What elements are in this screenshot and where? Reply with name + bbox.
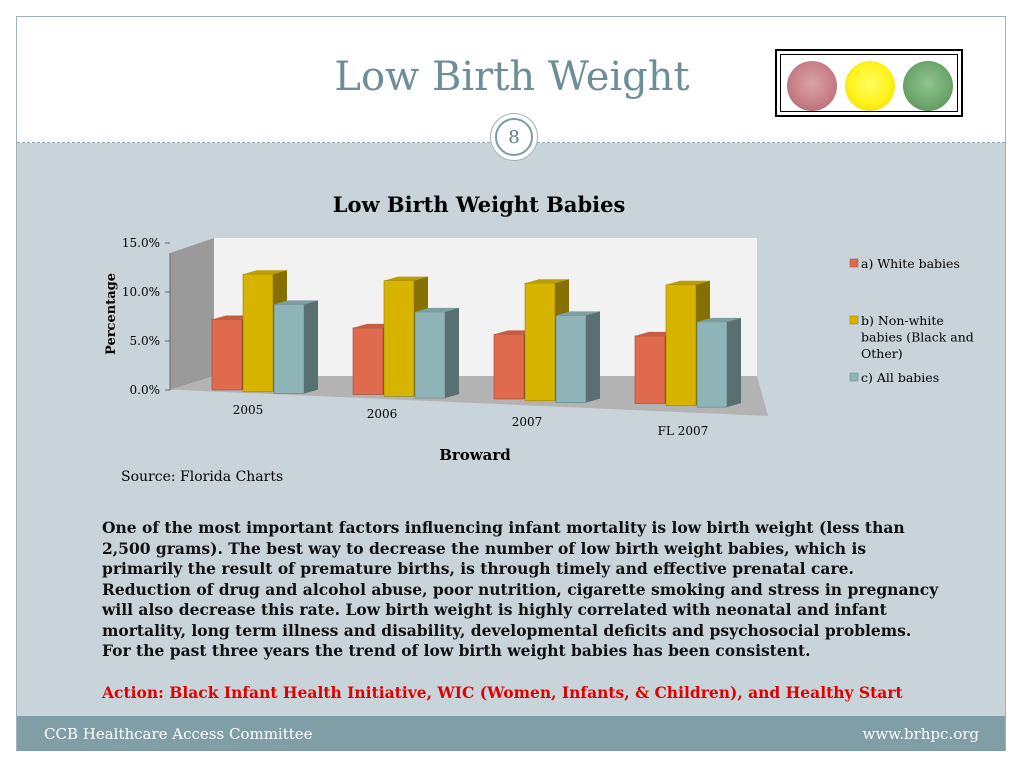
- bar: [383, 280, 415, 397]
- bar-top: [415, 307, 459, 312]
- legend-swatch: [849, 372, 859, 382]
- red-light-icon: [787, 61, 837, 111]
- bar-side: [727, 317, 741, 408]
- bar: [414, 311, 446, 399]
- footer: CCB Healthcare Access Committee www.brhp…: [17, 716, 1005, 751]
- bar: [665, 284, 697, 406]
- bar: [524, 282, 556, 402]
- chart-floor: [170, 376, 768, 416]
- y-tick-label: 0.0%: [130, 383, 161, 397]
- chart-marks: 0.0% 5.0% 10.0% 15.0% 2005 2006 2007 FL 2007 a) …: [122, 236, 974, 438]
- legend-label: b) Non-white babies (Black and Other): [861, 313, 974, 361]
- description-text: One of the most important factors influe…: [102, 518, 939, 660]
- footer-website[interactable]: www.brhpc.org: [862, 725, 979, 743]
- x-axis-label: Broward: [439, 446, 511, 464]
- bar: [352, 327, 384, 395]
- y-tick-label: 10.0%: [122, 285, 160, 299]
- x-tick-label: 2006: [367, 407, 398, 421]
- slide-number: 8: [495, 118, 533, 156]
- bar: [634, 335, 666, 404]
- traffic-light: [775, 49, 963, 117]
- slide-number-badge: 8: [490, 113, 538, 161]
- x-tick-label: 2005: [233, 403, 264, 417]
- y-axis-label: Percentage: [104, 273, 119, 355]
- bar: [555, 315, 587, 403]
- yellow-light-icon: [845, 61, 895, 111]
- bar: [211, 319, 243, 391]
- traffic-light-inner: [780, 54, 958, 112]
- bar-top: [243, 270, 287, 275]
- x-tick-label: FL 2007: [658, 424, 709, 438]
- green-light-icon: [903, 61, 953, 111]
- action-text: Action: Black Infant Health Initiative, …: [102, 683, 903, 702]
- legend-swatch: [849, 315, 859, 325]
- chart-title: Low Birth Weight Babies: [333, 192, 626, 217]
- bar-top: [274, 300, 318, 305]
- bar-side: [586, 311, 600, 403]
- bar-top: [666, 280, 710, 285]
- y-tick-label: 15.0%: [122, 236, 160, 250]
- legend-label: a) White babies: [861, 256, 960, 271]
- bar-top: [697, 317, 741, 322]
- x-tick-label: 2007: [512, 415, 543, 429]
- slide-title: Low Birth Weight: [334, 54, 690, 100]
- bar-side: [445, 307, 459, 399]
- bar: [493, 334, 525, 400]
- legend-label: c) All babies: [861, 370, 939, 385]
- legend-swatch: [849, 258, 859, 268]
- bar-side: [304, 300, 318, 394]
- bar: [696, 321, 728, 408]
- footer-committee: CCB Healthcare Access Committee: [44, 725, 313, 743]
- y-tick-label: 5.0%: [130, 334, 161, 348]
- bar-top: [556, 311, 600, 316]
- bar: [242, 273, 274, 393]
- chart-source: Source: Florida Charts: [121, 469, 283, 485]
- chart-side-wall: [170, 238, 214, 390]
- bar: [273, 304, 305, 394]
- bar-top: [525, 279, 569, 284]
- bar-top: [384, 276, 428, 281]
